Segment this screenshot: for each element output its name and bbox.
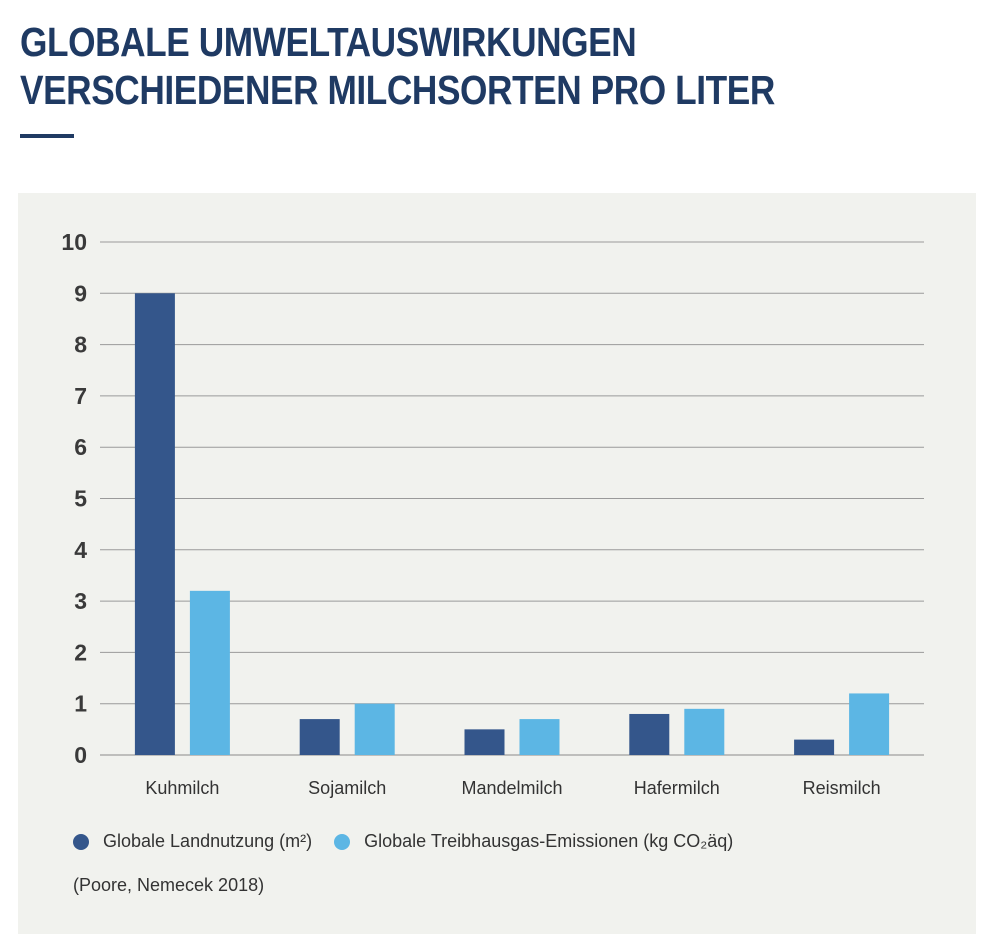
- x-tick-label-mandelmilch: Mandelmilch: [461, 778, 562, 798]
- bar-landnutzung-mandelmilch: [464, 729, 505, 755]
- y-tick-label-8: 8: [74, 332, 87, 358]
- x-tick-label-sojamilch: Sojamilch: [308, 778, 386, 798]
- chart-legend: Globale Landnutzung (m²) Globale Treibha…: [73, 831, 755, 852]
- x-tick-label-hafermilch: Hafermilch: [634, 778, 720, 798]
- legend-label-land-use: Globale Landnutzung (m²): [103, 831, 313, 851]
- y-tick-label-3: 3: [74, 588, 87, 614]
- legend-dot-light-blue: [334, 833, 351, 850]
- legend-label-emissions: Globale Treibhausgas-Emissionen (kg CO₂ä…: [364, 831, 734, 851]
- x-tick-label-kuhmilch: Kuhmilch: [145, 778, 219, 798]
- bar-landnutzung-hafermilch: [629, 713, 670, 755]
- y-tick-label-0: 0: [74, 742, 87, 768]
- bar-chart: 0 1 2 3 4 5 6 7 8 9 10 Kuhmilch Sojamilch Mandelmilch…: [61, 229, 924, 798]
- legend-item-emissions: Globale Treibhausgas-Emissionen (kg CO₂ä…: [334, 831, 733, 852]
- title-underline: [20, 134, 74, 138]
- y-tick-label-4: 4: [74, 537, 87, 563]
- y-tick-label-5: 5: [74, 486, 87, 512]
- y-tick-label-1: 1: [74, 691, 87, 717]
- y-tick-label-2: 2: [74, 639, 87, 665]
- chart-title-line-1: GLOBALE UMWELTAUSWIRKUNGEN: [20, 19, 637, 65]
- bar-emissionen-mandelmilch: [519, 719, 560, 755]
- y-tick-label-9: 9: [74, 280, 87, 306]
- bar-landnutzung-sojamilch: [299, 719, 340, 755]
- bar-emissionen-sojamilch: [354, 703, 395, 755]
- chart-panel: 0 1 2 3 4 5 6 7 8 9 10 Kuhmilch Sojamilch Mandelmilch…: [18, 193, 976, 934]
- bar-emissionen-kuhmilch: [189, 590, 230, 755]
- legend-item-land-use: Globale Landnutzung (m²): [73, 831, 312, 852]
- y-tick-label-10: 10: [61, 229, 87, 255]
- legend-dot-dark-blue: [73, 833, 89, 850]
- chart-title-line-2: VERSCHIEDENER MILCHSORTEN PRO LITER: [20, 67, 775, 113]
- chart-title: GLOBALE UMWELTAUSWIRKUNGEN VERSCHIEDENER…: [20, 18, 775, 114]
- bar-landnutzung-kuhmilch: [134, 293, 175, 755]
- y-tick-label-7: 7: [74, 383, 87, 409]
- bar-emissionen-reismilch: [849, 693, 890, 755]
- source-citation: (Poore, Nemecek 2018): [73, 875, 265, 895]
- bar-emissionen-hafermilch: [684, 708, 725, 755]
- x-tick-label-reismilch: Reismilch: [803, 778, 881, 798]
- y-tick-label-6: 6: [74, 434, 87, 460]
- bar-landnutzung-reismilch: [794, 739, 835, 755]
